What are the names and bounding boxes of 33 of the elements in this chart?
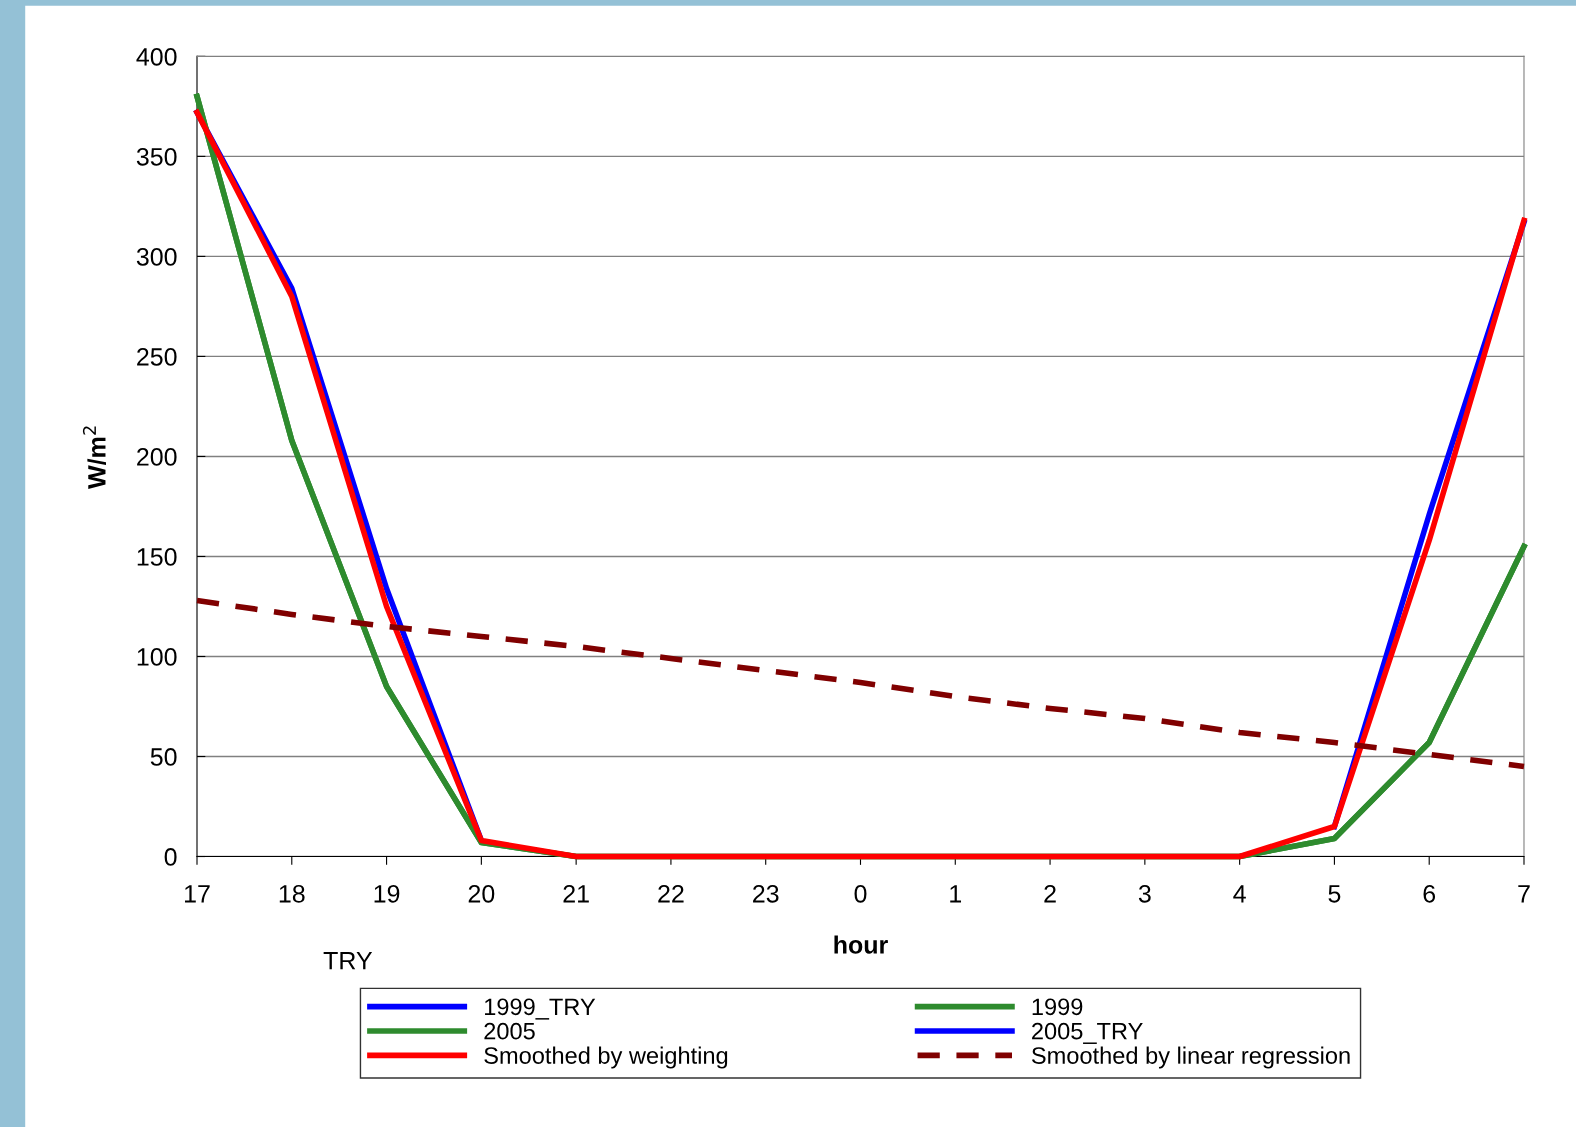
y-tick-label: 200 xyxy=(137,448,177,466)
legend-label: Smoothed by weighting xyxy=(484,1046,728,1069)
x-tick-label: 2 xyxy=(1044,884,1056,903)
y-tick-label: 400 xyxy=(136,47,177,66)
legend-label: 1999 xyxy=(1032,998,1083,1016)
x-tick-label: 21 xyxy=(563,884,589,903)
x-tick-label: 5 xyxy=(1328,885,1341,903)
y-tick-label: 100 xyxy=(137,648,177,666)
y-tick-label: 50 xyxy=(150,748,177,766)
y-tick-label: 350 xyxy=(136,147,177,166)
x-tick-label: 4 xyxy=(1233,885,1246,903)
x-tick-label: 18 xyxy=(279,884,305,903)
y-tick-label: 150 xyxy=(137,548,177,566)
x-tick-label: 7 xyxy=(1518,885,1530,903)
y-tick-label: 0 xyxy=(164,848,177,866)
x-tick-label: 3 xyxy=(1138,884,1151,903)
y-tick-label: 300 xyxy=(136,247,177,266)
x-tick-label: 20 xyxy=(468,884,495,903)
legend-label: 1999_TRY xyxy=(485,998,596,1020)
x-tick-label: 1 xyxy=(950,885,962,903)
x-tick-label: 17 xyxy=(185,885,210,903)
y-tick-label: 250 xyxy=(137,348,177,366)
x-tick-label: 19 xyxy=(374,884,400,903)
x-tick-label: 23 xyxy=(753,884,779,903)
x-tick-label: 0 xyxy=(854,884,867,903)
legend-label: 2005_TRY xyxy=(1032,1022,1143,1044)
x-tick-label: 22 xyxy=(658,884,684,903)
x-axis-title: hour xyxy=(834,935,888,954)
x-tick-label: 6 xyxy=(1423,884,1436,903)
text: TRY xyxy=(323,952,373,970)
y-axis-title: W/m$^{2}$ xyxy=(82,426,106,489)
legend-label: 2005 xyxy=(484,1022,535,1040)
legend-label: Smoothed by linear regression xyxy=(1031,1046,1350,1069)
